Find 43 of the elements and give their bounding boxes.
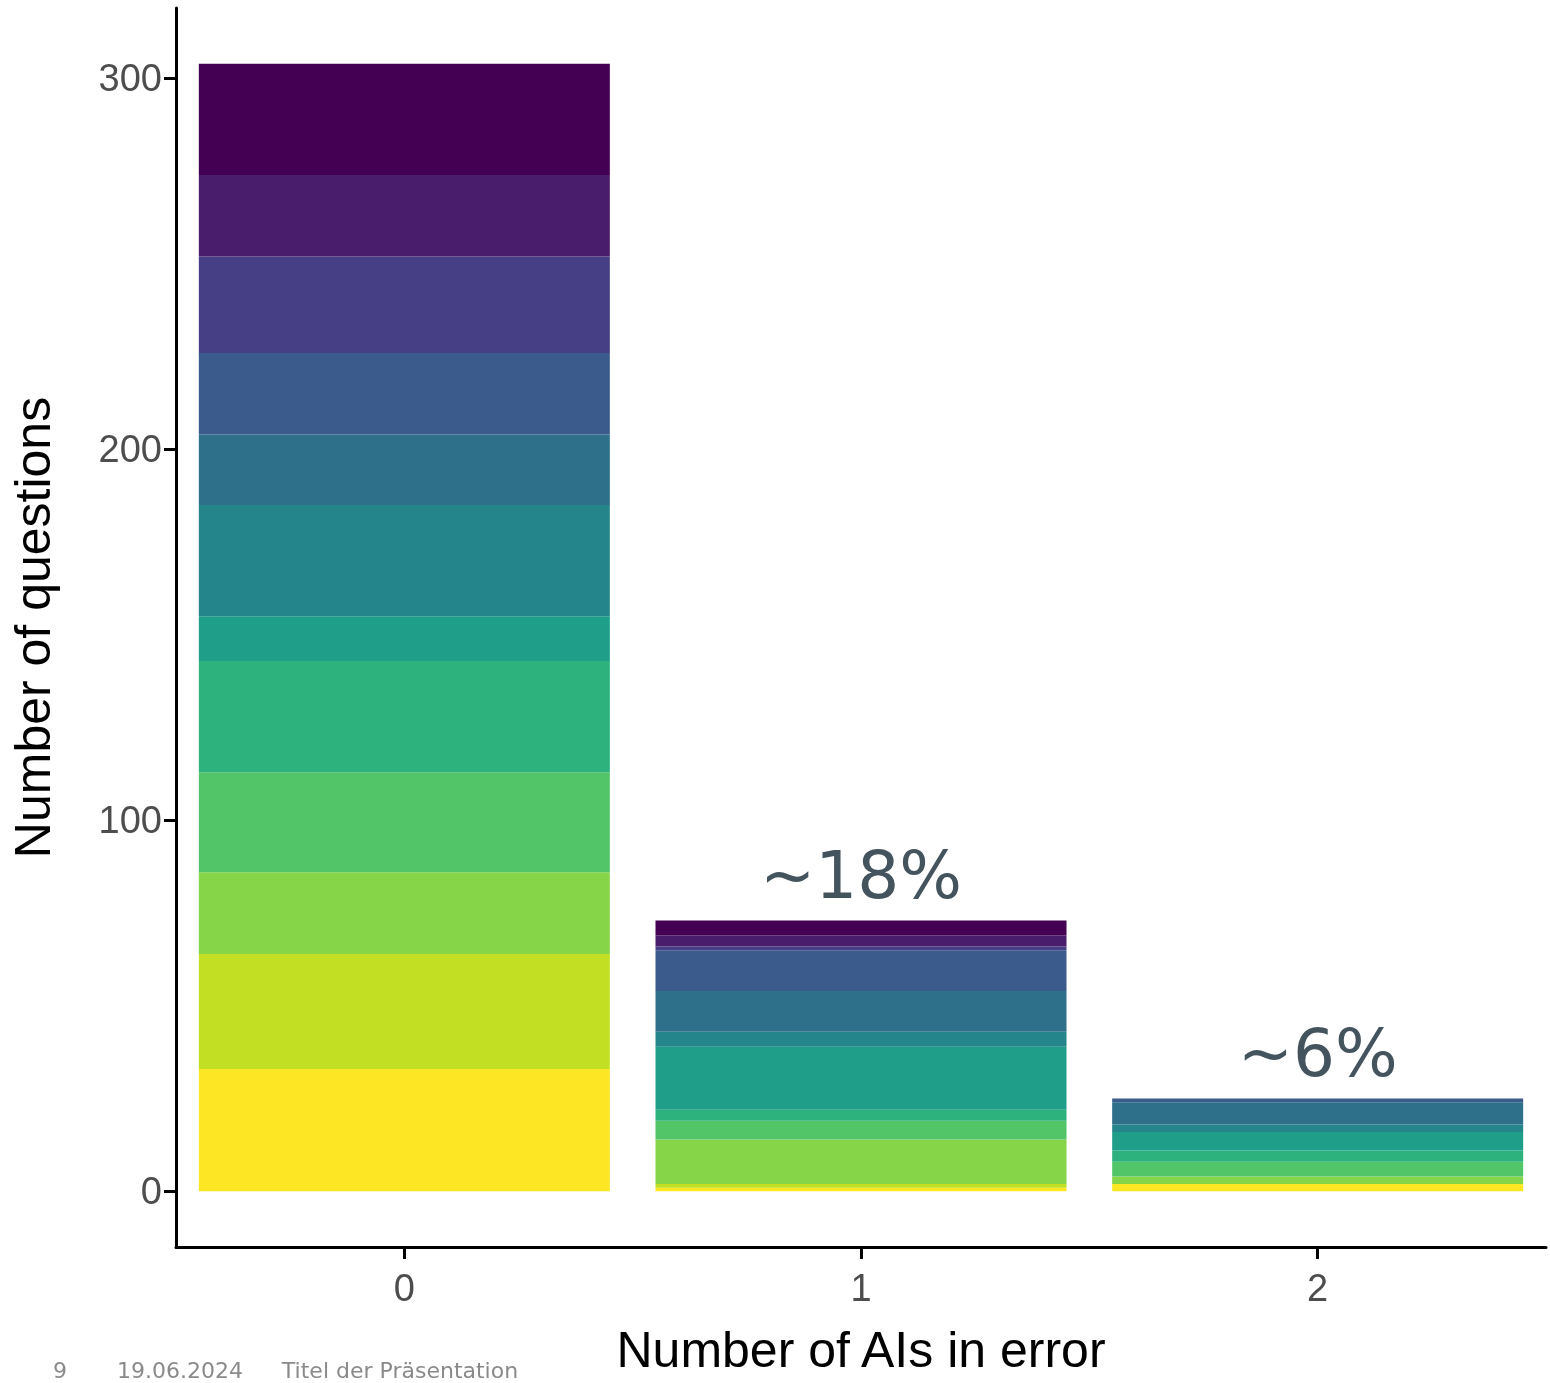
bar [198, 772, 610, 873]
bar [198, 660, 610, 773]
bar [198, 174, 610, 257]
bar [198, 352, 610, 435]
bar [1112, 1161, 1524, 1177]
bar [655, 1046, 1067, 1110]
bar [198, 256, 610, 353]
y-tick-label: 0 [140, 1170, 162, 1213]
y-tick-label: 200 [98, 428, 162, 471]
annotation: ~6% [1237, 1015, 1398, 1093]
bar [1112, 1183, 1524, 1192]
bar [1112, 1102, 1524, 1125]
x-tick-label: 1 [850, 1267, 872, 1309]
bar [1112, 1150, 1524, 1162]
text: Titel der Präsentation [280, 1357, 519, 1383]
bar [655, 920, 1067, 936]
x-tick-label: 0 [393, 1267, 415, 1309]
bar [655, 991, 1067, 1032]
bar [198, 616, 610, 661]
y-tick-label: 100 [98, 799, 162, 842]
bar [198, 505, 610, 617]
y-axis-title: Number of questions [5, 396, 61, 859]
bar [1112, 1124, 1524, 1132]
bar [655, 1183, 1067, 1188]
bar [198, 434, 610, 506]
annotation: ~18% [760, 837, 962, 915]
bar [655, 950, 1067, 992]
bar [1112, 1176, 1524, 1184]
bar [198, 1068, 610, 1192]
x-axis-title: Number of AIs in error [616, 1322, 1106, 1378]
bar [1112, 1132, 1524, 1151]
bar [198, 872, 610, 954]
y-tick-label: 300 [98, 57, 162, 100]
bar [655, 1139, 1067, 1184]
bar [655, 935, 1067, 947]
bar [655, 1031, 1067, 1047]
bar [655, 1109, 1067, 1121]
bar [655, 1120, 1067, 1140]
text: 9 [53, 1357, 67, 1383]
text: 19.06.2024 [117, 1357, 243, 1383]
x-tick-label: 2 [1307, 1267, 1329, 1309]
bar [198, 63, 610, 175]
bar [198, 953, 610, 1069]
